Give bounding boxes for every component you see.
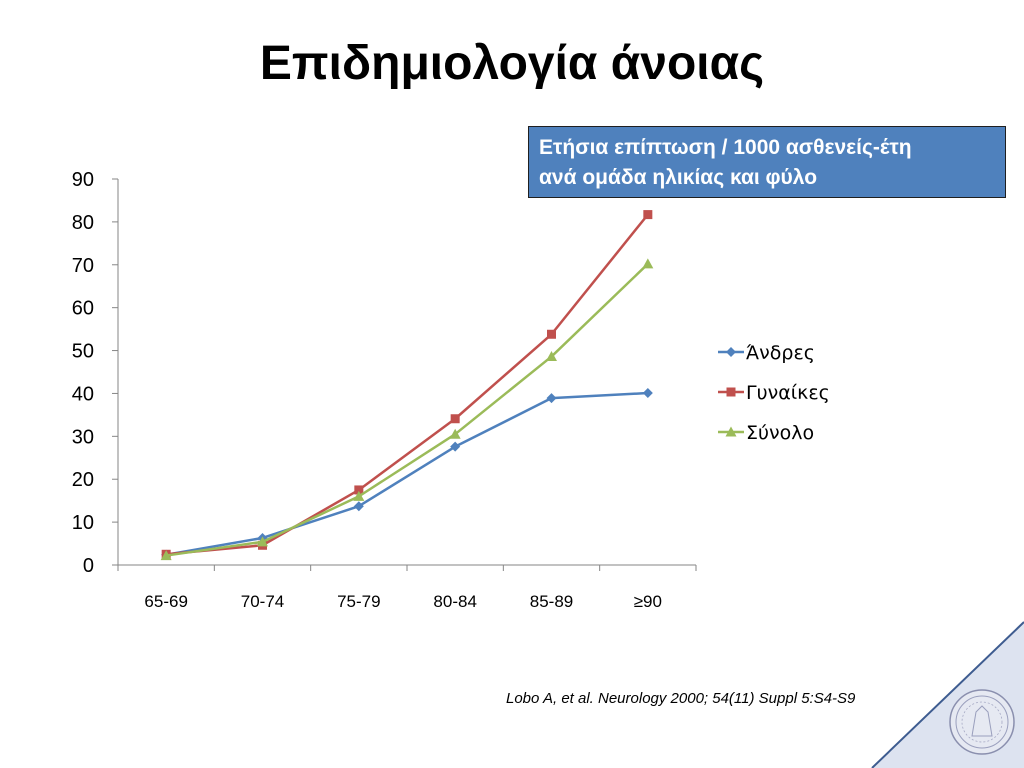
slide-title: Επιδημιολογία άνοιας [259, 37, 765, 90]
x-tick-label: 70-74 [241, 592, 284, 611]
corner-diagonal [871, 621, 1024, 768]
data-point [449, 428, 461, 439]
data-point [450, 414, 460, 424]
x-tick-label: 65-69 [144, 592, 187, 611]
chart-axes: 0 10 20 30 40 50 60 70 80 90 65-69 70-74 75-79 80-84 8… [72, 169, 697, 611]
x-tick-label: 85-89 [530, 592, 573, 611]
y-tick-label: 0 [83, 555, 94, 577]
data-point [642, 258, 654, 269]
university-seal-icon [949, 689, 1015, 755]
chart-legend: Άνδρες Γυναίκες Σύνολο [718, 342, 830, 444]
x-tick-label: 80-84 [433, 592, 476, 611]
x-tick-label: ≥90 [634, 592, 662, 611]
y-tick-label: 80 [72, 212, 94, 234]
legend-label: Σύνολο [746, 422, 814, 444]
data-point [546, 351, 557, 362]
data-point [160, 550, 172, 561]
data-point [353, 490, 365, 501]
series-line [166, 213, 649, 556]
y-tick-label: 40 [72, 383, 94, 405]
y-tick-label: 70 [72, 255, 94, 277]
annotation-box: Ετήσια επίπτωση / 1000 ασθενείς-έτη ανά … [528, 126, 1006, 198]
data-point [643, 210, 653, 220]
series-line [165, 391, 648, 556]
y-tick-label: 10 [72, 512, 94, 534]
legend-label: Άνδρες [746, 342, 815, 364]
legend-marker [726, 387, 736, 397]
y-tick-label: 90 [72, 169, 94, 191]
legend-marker [725, 426, 737, 437]
legend-label: Γυναίκες [746, 382, 830, 404]
legend-marker [726, 347, 736, 357]
annotation-line-1: Ετήσια επίπτωση / 1000 ασθενείς-έτη [539, 136, 912, 159]
citation: Lobo A, et al. Neurology 2000; 54(11) Su… [506, 690, 856, 707]
chart-series [160, 210, 654, 561]
data-point [546, 393, 557, 404]
y-tick-label: 20 [72, 469, 94, 491]
data-point [353, 501, 364, 512]
data-point [257, 536, 268, 547]
legend-item: Γυναίκες [718, 382, 830, 404]
x-tick-label: 75-79 [337, 592, 380, 611]
data-point [642, 388, 653, 399]
data-point [354, 485, 364, 495]
legend-item: Άνδρες [718, 342, 815, 364]
data-point [450, 441, 461, 452]
data-point [547, 329, 556, 339]
y-tick-label: 50 [72, 341, 94, 363]
legend-item: Σύνολο [718, 422, 814, 444]
series-line [165, 263, 649, 557]
series-3 [160, 258, 654, 561]
y-tick-label: 30 [72, 426, 94, 448]
y-tick-label: 60 [72, 298, 94, 320]
annotation-line-2: ανά ομάδα ηλικίας και φύλο [539, 166, 818, 189]
